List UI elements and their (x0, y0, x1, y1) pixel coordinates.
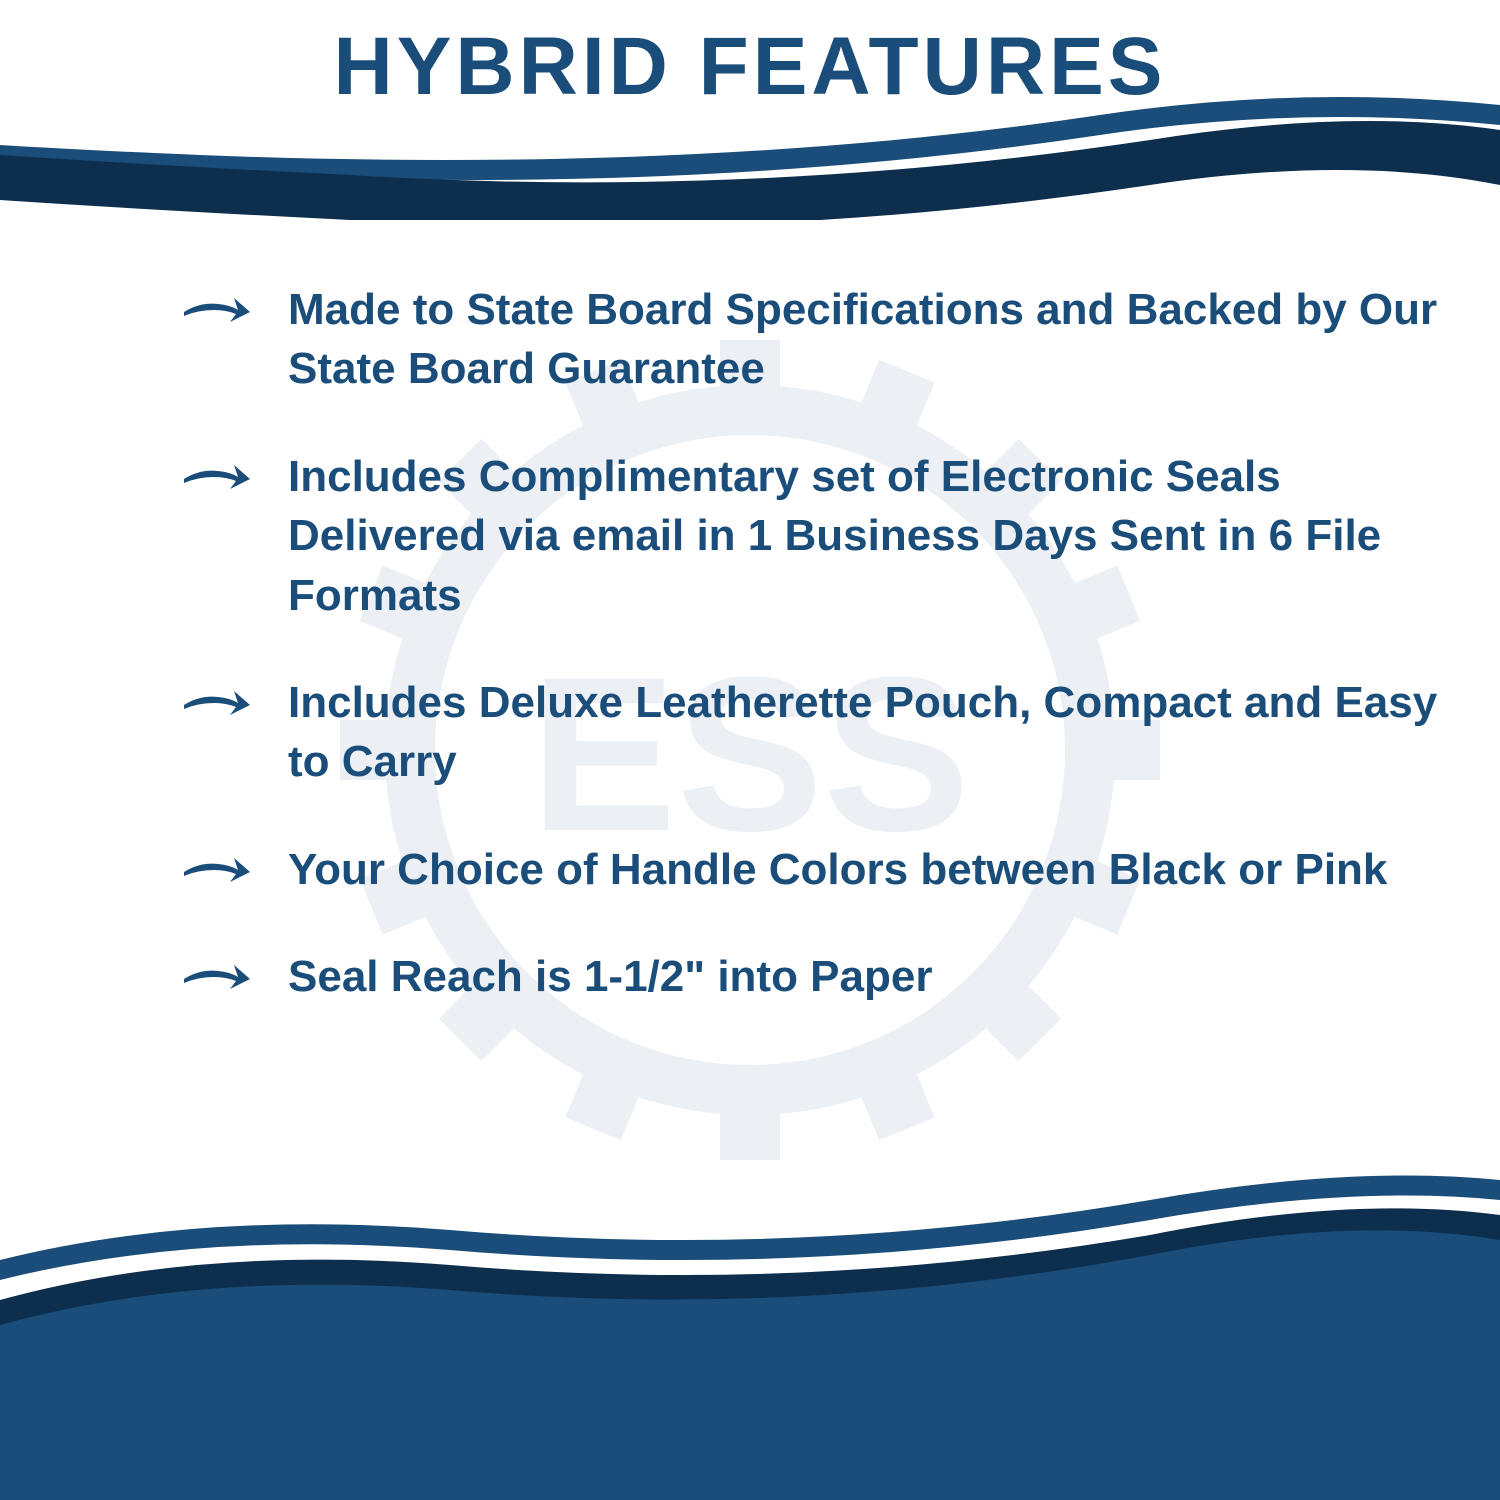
footer-wave (0, 1080, 1500, 1500)
feature-text: Made to State Board Specifications and B… (288, 280, 1440, 399)
page-title: HYBRID FEATURES (0, 20, 1500, 114)
feature-item: Includes Complimentary set of Electronic… (180, 447, 1440, 625)
features-list: Made to State Board Specifications and B… (180, 280, 1440, 1055)
feature-text: Your Choice of Handle Colors between Bla… (288, 840, 1387, 899)
feature-text: Includes Deluxe Leatherette Pouch, Compa… (288, 673, 1440, 792)
feature-text: Seal Reach is 1-1/2" into Paper (288, 947, 932, 1006)
feature-item: Made to State Board Specifications and B… (180, 280, 1440, 399)
feature-item: Includes Deluxe Leatherette Pouch, Compa… (180, 673, 1440, 792)
feature-text: Includes Complimentary set of Electronic… (288, 447, 1440, 625)
arrow-icon (180, 453, 252, 497)
arrow-icon (180, 953, 252, 997)
arrow-icon (180, 846, 252, 890)
arrow-icon (180, 286, 252, 330)
feature-item: Seal Reach is 1-1/2" into Paper (180, 947, 1440, 1006)
arrow-icon (180, 679, 252, 723)
feature-item: Your Choice of Handle Colors between Bla… (180, 840, 1440, 899)
